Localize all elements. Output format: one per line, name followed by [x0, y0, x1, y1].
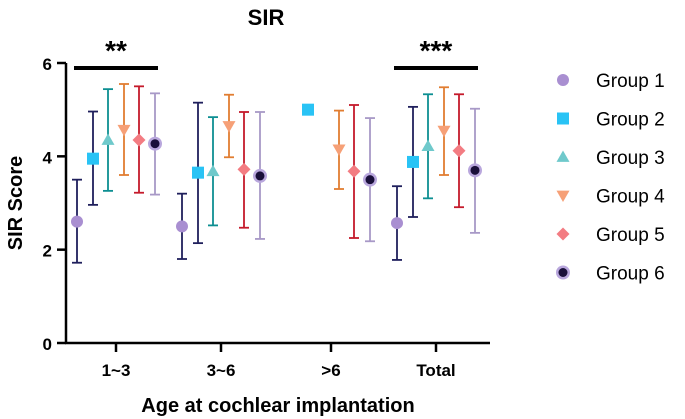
data-point — [87, 152, 99, 165]
series-group-6 — [148, 92, 482, 243]
x-axis: 1~3 3~6 >6 Total — [65, 341, 490, 380]
data-point — [222, 121, 236, 133]
data-point — [101, 133, 115, 145]
data-point — [421, 139, 435, 151]
x-axis-title: Age at cochlear implantation — [141, 395, 414, 417]
data-point — [237, 162, 251, 176]
y-tick-label: 6 — [43, 55, 52, 74]
marker-core — [255, 171, 265, 181]
series-group-4 — [117, 83, 451, 190]
legend-marker — [556, 150, 570, 162]
legend-label: Group 3 — [596, 148, 665, 169]
data-point — [206, 164, 220, 177]
data-point — [452, 144, 466, 158]
legend-marker — [556, 265, 570, 280]
data-point — [71, 215, 83, 228]
legend-item: Group 1 — [557, 71, 665, 92]
data-point — [347, 164, 361, 178]
data-point — [176, 220, 188, 233]
legend-marker — [557, 112, 569, 125]
marker-core — [365, 175, 375, 185]
data-point — [391, 217, 403, 230]
x-tick-label: 3~6 — [207, 361, 236, 380]
series-group-5 — [132, 85, 466, 239]
marker-core — [470, 165, 480, 175]
series-group-1 — [71, 178, 403, 264]
data-point — [468, 163, 482, 178]
y-tick-label: 0 — [43, 335, 52, 354]
x-tick-label: >6 — [321, 361, 340, 380]
legend-label: Group 1 — [596, 71, 665, 92]
legend: Group 1 Group 2 Group 3 Group 4 Group 5 Group… — [556, 71, 665, 285]
data-point — [192, 166, 204, 179]
legend-label: Group 5 — [596, 225, 665, 246]
significance-label: *** — [420, 35, 453, 66]
legend-item: Group 4 — [556, 187, 665, 208]
data-point — [253, 168, 267, 183]
data-point — [407, 155, 419, 168]
data-point — [332, 144, 346, 156]
legend-label: Group 2 — [596, 110, 665, 131]
legend-item: Group 3 — [556, 148, 665, 169]
marker-core — [150, 139, 160, 149]
data-point — [302, 103, 314, 116]
data-point — [363, 172, 377, 187]
series-group-3 — [101, 88, 435, 227]
x-tick-label: 1~3 — [102, 361, 131, 380]
y-tick-label: 4 — [43, 148, 53, 167]
x-tick-label: Total — [416, 361, 455, 380]
legend-marker — [557, 74, 569, 86]
data-point — [148, 136, 162, 151]
data-point — [437, 125, 451, 138]
significance-label: ** — [105, 35, 127, 66]
legend-item: Group 5 — [556, 225, 665, 246]
y-axis: 0 2 4 6 — [43, 55, 68, 354]
y-axis-title: SIR Score — [5, 156, 27, 250]
data-point — [132, 133, 146, 147]
marker-core — [558, 268, 568, 277]
legend-marker — [556, 190, 570, 202]
legend-marker — [556, 227, 570, 241]
legend-item: Group 6 — [556, 264, 665, 285]
chart-title: SIR — [248, 5, 285, 30]
legend-label: Group 6 — [596, 264, 665, 285]
legend-label: Group 4 — [596, 187, 665, 208]
legend-item: Group 2 — [557, 110, 665, 131]
y-tick-label: 2 — [43, 242, 52, 261]
data-point — [117, 124, 131, 137]
series-group-2 — [87, 101, 419, 245]
